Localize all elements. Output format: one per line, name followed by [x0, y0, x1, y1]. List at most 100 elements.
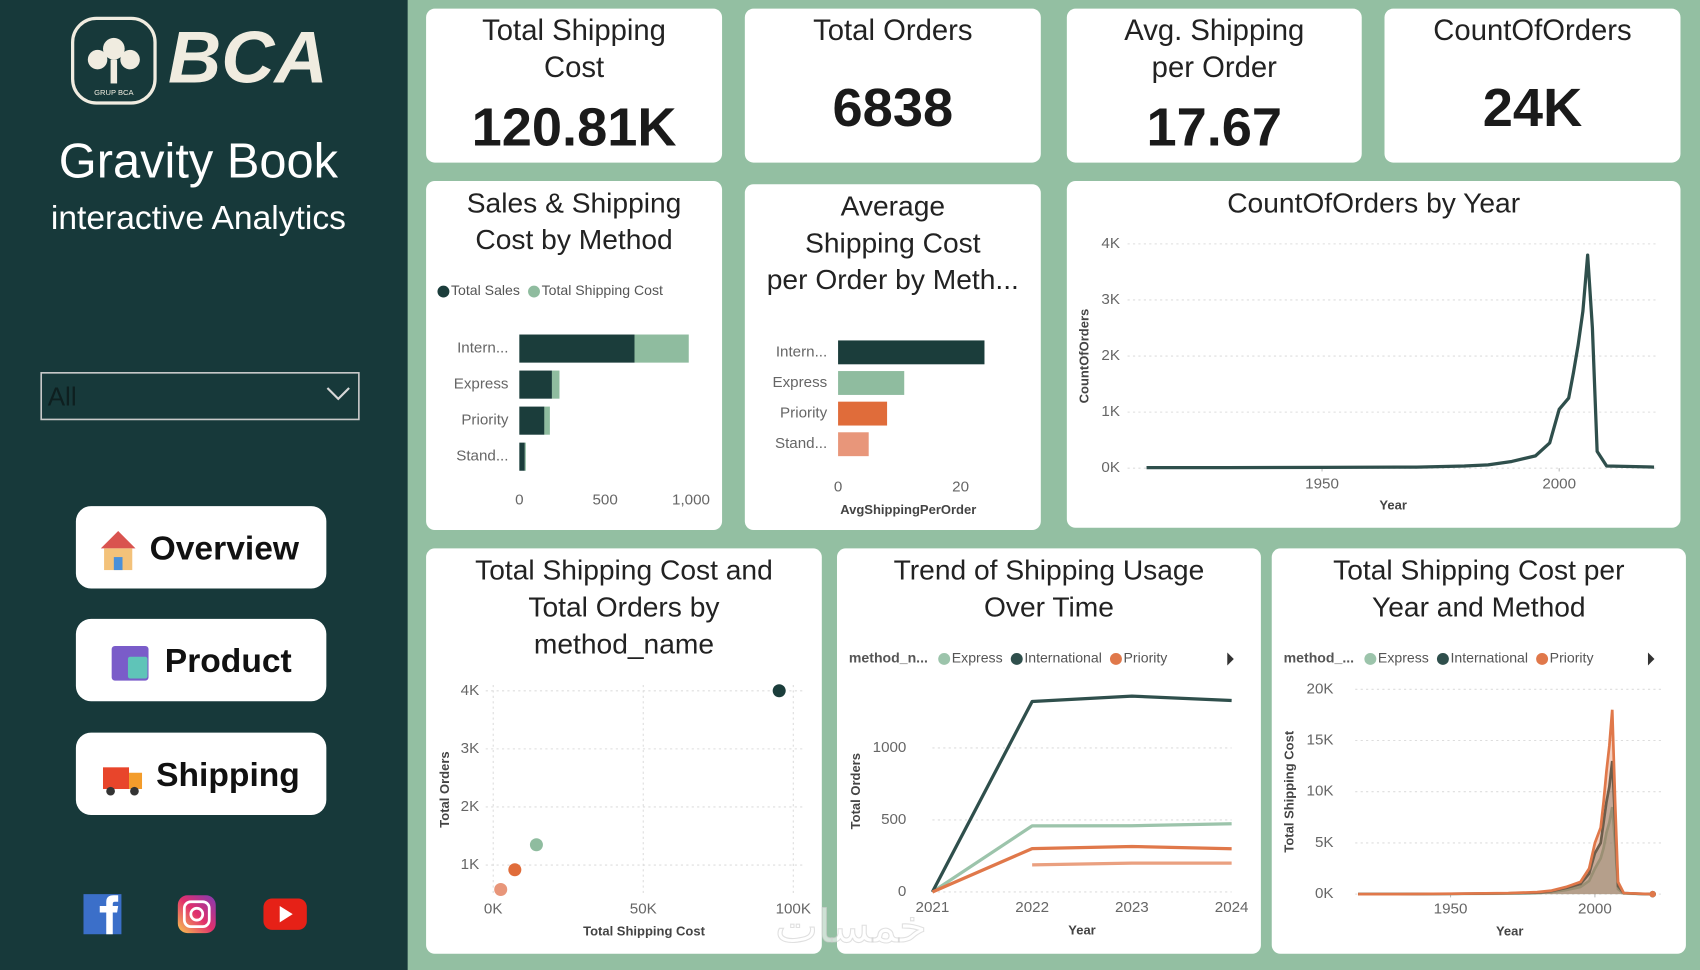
chart-title: CountOfOrders by Year	[1227, 186, 1520, 218]
end-point	[1649, 890, 1656, 898]
legend-marker	[1436, 652, 1449, 665]
nav-icon	[106, 786, 115, 796]
y-tick-label: Intern...	[776, 343, 827, 360]
chart-title: method_name	[534, 627, 714, 659]
logo-petal	[102, 37, 125, 60]
y-tick-label: 4K	[1101, 235, 1120, 252]
bar-segment	[519, 334, 635, 363]
nav-shipping[interactable]: Shipping	[75, 732, 327, 816]
dropdown-value[interactable]: All	[48, 382, 77, 412]
nav-label[interactable]: Product	[165, 643, 292, 680]
x-tick-label: 0	[834, 479, 842, 496]
dropdown-chevron[interactable]	[326, 387, 350, 401]
bar-segment	[544, 406, 550, 435]
line	[931, 822, 1232, 894]
nav-overview[interactable]: Overview	[75, 506, 327, 589]
legend-marker	[1010, 652, 1023, 665]
facebook-glyph	[99, 895, 119, 935]
x-tick-label: 0	[515, 492, 523, 509]
watermark: خمسات	[775, 901, 927, 952]
legend-label: International	[1450, 650, 1528, 666]
kpi-card	[1384, 8, 1681, 163]
legend-label: International	[1024, 650, 1102, 666]
y-tick-label: Priority	[461, 412, 509, 429]
legend-marker	[1109, 652, 1122, 665]
y-tick-label: 15K	[1307, 732, 1334, 749]
y-tick-label: 1K	[1101, 403, 1120, 420]
chart-title: Average	[841, 190, 945, 222]
filter-dropdown[interactable]: All	[40, 372, 360, 421]
chart-title: Total Shipping Cost and	[475, 554, 773, 586]
logo-petal	[87, 49, 108, 70]
x-tick-label: 2024	[1215, 899, 1249, 916]
x-axis-title: AvgShippingPerOrder	[840, 502, 976, 517]
y-axis-title: CountOfOrders	[1077, 309, 1092, 404]
kpi-card	[426, 8, 723, 163]
y-tick-label: 5K	[1315, 834, 1334, 851]
y-tick-label: Intern...	[457, 340, 508, 357]
y-tick-label: Stand...	[456, 448, 508, 465]
y-tick-label: Stand...	[775, 435, 827, 452]
kpi-label: per Order	[1152, 52, 1277, 84]
nav-label[interactable]: Overview	[150, 530, 300, 567]
line	[1358, 709, 1653, 896]
y-tick-label: 0	[898, 883, 906, 900]
nav-button[interactable]	[75, 618, 327, 702]
y-tick-label: Express	[772, 374, 827, 391]
point	[529, 838, 543, 852]
line	[931, 844, 1232, 894]
dropdown-box[interactable]	[40, 372, 360, 421]
nav-icon	[130, 786, 139, 796]
y-tick-label: 0K	[1101, 459, 1120, 476]
kpi-label: Avg. Shipping	[1124, 15, 1304, 47]
youtube-glyph	[279, 906, 293, 923]
x-tick-label: 2021	[916, 899, 950, 916]
logo-sub: GRUP BCA	[94, 88, 134, 97]
content: Total Shipping Cost 120.81K Total Orders 683…	[426, 8, 1686, 954]
nav-button[interactable]	[75, 732, 327, 816]
facebook-icon[interactable]	[83, 894, 122, 935]
x-tick-label: 2000	[1542, 475, 1576, 492]
chart-card	[426, 548, 822, 954]
y-tick-label: 500	[881, 811, 906, 828]
nav-product[interactable]: Product	[75, 618, 327, 702]
kpi-value: 120.81K	[472, 97, 677, 157]
bar-segment	[524, 442, 526, 471]
nav-label[interactable]: Shipping	[156, 757, 300, 794]
legend-label: Total Sales	[451, 282, 520, 298]
legend-title: method_n...	[849, 650, 928, 666]
y-axis-title: Total Orders	[437, 751, 452, 827]
y-axis-title: Total Orders	[848, 753, 863, 829]
nav-icon	[129, 772, 143, 790]
kpi-card	[1066, 8, 1362, 163]
legend-marker	[1364, 652, 1377, 665]
chart-title: Year and Method	[1372, 591, 1586, 623]
y-tick-label: 3K	[461, 740, 480, 757]
line	[1146, 253, 1655, 470]
chart-title: Total Shipping Cost per	[1333, 554, 1624, 586]
instagram-bg[interactable]	[177, 895, 216, 934]
y-tick-label: 1000	[873, 739, 907, 756]
chart-title: Sales & Shipping	[467, 186, 682, 218]
y-tick-label: 20K	[1307, 680, 1334, 697]
instagram-icon[interactable]	[177, 895, 216, 934]
bar	[838, 401, 888, 426]
kpi-card	[744, 8, 1041, 163]
youtube-icon[interactable]	[263, 898, 307, 930]
logo-text: BCA	[168, 15, 328, 98]
nav-button[interactable]	[75, 506, 327, 589]
x-axis-title: Year	[1496, 924, 1523, 939]
bar-segment	[519, 406, 545, 435]
x-tick-label: 2023	[1115, 899, 1149, 916]
nav-icon	[113, 557, 123, 571]
legend-title: method_...	[1284, 650, 1354, 666]
instagram-glyph	[189, 906, 205, 922]
legend-marker	[1536, 652, 1549, 665]
x-tick-label: 0K	[484, 900, 503, 917]
x-axis-title: Total Shipping Cost	[583, 924, 705, 939]
logo-frame	[71, 16, 157, 105]
kpi-value: 24K	[1483, 78, 1582, 138]
legend-label: Total Shipping Cost	[542, 282, 663, 298]
line	[1032, 861, 1232, 867]
